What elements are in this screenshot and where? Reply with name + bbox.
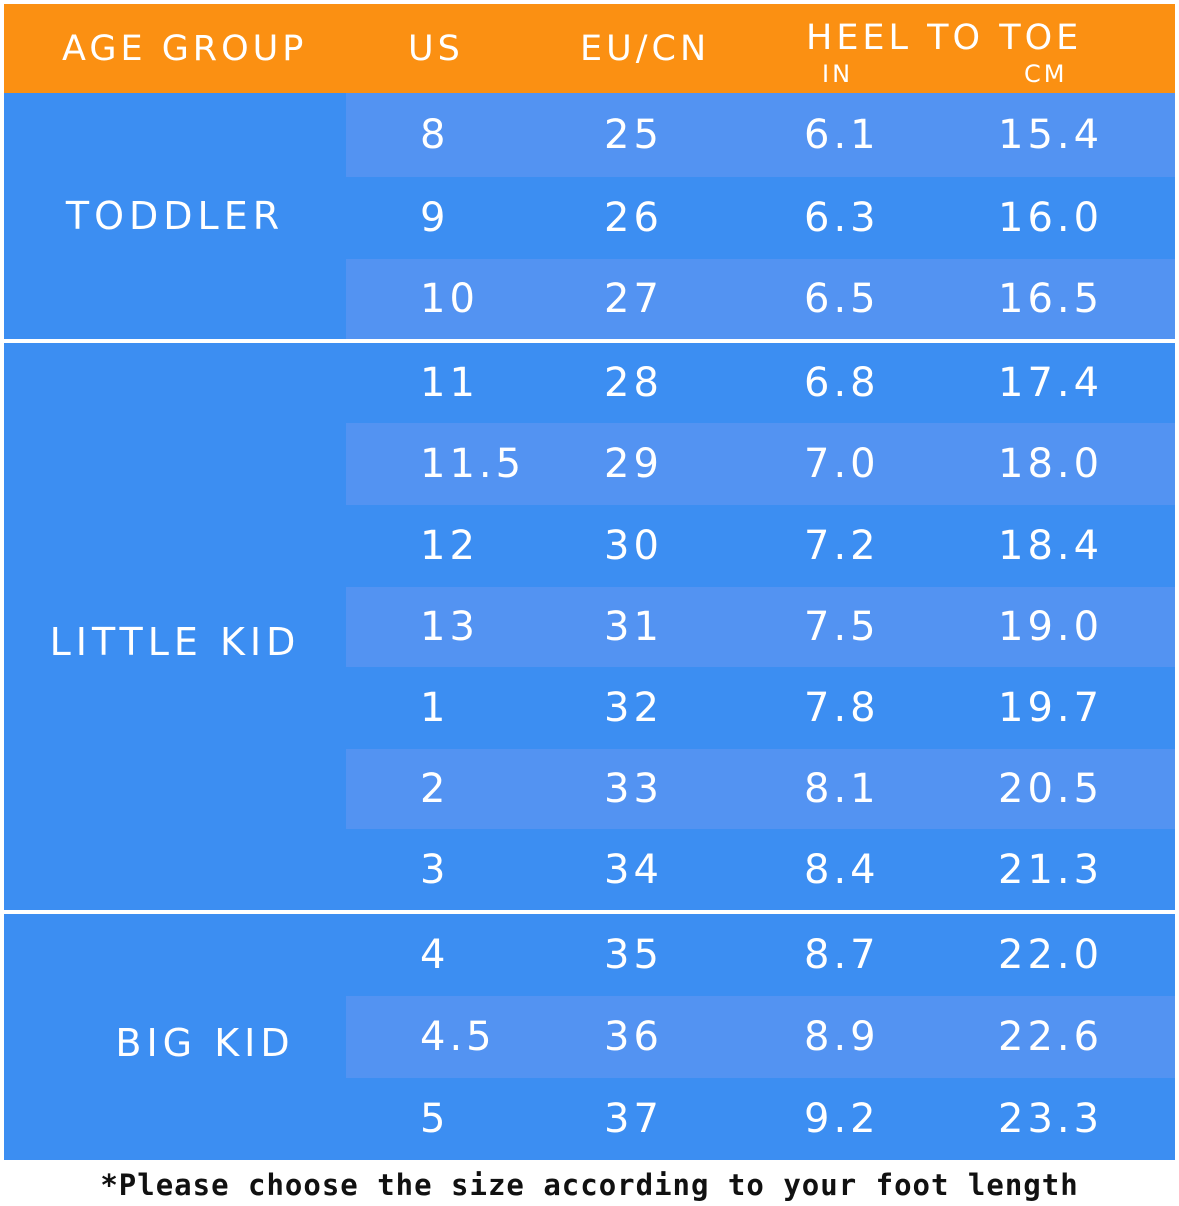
footnote: *Please choose the size according to you…: [100, 1168, 1079, 1202]
cell-eu: 31: [604, 604, 663, 650]
cell-cm: 15.4: [998, 112, 1104, 158]
cell-in: 7.8: [804, 685, 880, 731]
cell-us: 10: [420, 276, 479, 322]
cell-cm: 20.5: [998, 766, 1104, 812]
cell-in: 8.7: [804, 932, 880, 978]
cell-eu: 26: [604, 195, 663, 241]
cell-in: 8.9: [804, 1014, 880, 1060]
cell-us: 3: [420, 846, 450, 893]
cell-in: 6.1: [804, 112, 880, 158]
cell-eu: 25: [604, 112, 663, 158]
header-cm: CM: [1024, 60, 1068, 88]
table-row: 3 34 8.4 21.3: [346, 829, 1175, 910]
group-label: TODDLER: [65, 194, 285, 238]
table-row: 11 28 6.8 17.4: [346, 343, 1175, 423]
cell-in: 6.8: [804, 360, 880, 406]
cell-in: 6.5: [804, 276, 880, 322]
header-us: US: [408, 28, 464, 69]
group-divider: [4, 339, 1175, 343]
table-row: 4.5 36 8.9 22.6: [346, 996, 1175, 1078]
cell-cm: 21.3: [998, 846, 1104, 893]
table-header: AGE GROUP US EU/CN HEEL TO TOE IN CM: [4, 4, 1175, 93]
cell-in: 8.4: [804, 846, 880, 893]
cell-us: 11: [420, 360, 479, 406]
cell-eu: 36: [604, 1014, 663, 1060]
cell-cm: 17.4: [998, 360, 1104, 406]
cell-in: 8.1: [804, 766, 880, 812]
cell-us: 13: [420, 604, 479, 650]
group-big-kid: BIG KID 4 35 8.7 22.0 4.5 36 8.9 22.6 5 …: [4, 914, 1175, 1160]
cell-cm: 18.4: [998, 523, 1104, 569]
cell-eu: 29: [604, 441, 663, 487]
group-toddler: TODDLER 8 25 6.1 15.4 9 26 6.3 16.0 10 2…: [4, 93, 1175, 339]
cell-eu: 28: [604, 360, 663, 406]
table-row: 2 33 8.1 20.5: [346, 749, 1175, 829]
table-row: 1 32 7.8 19.7: [346, 667, 1175, 749]
table-row: 13 31 7.5 19.0: [346, 587, 1175, 667]
header-in: IN: [822, 60, 854, 88]
cell-eu: 37: [604, 1096, 663, 1142]
cell-us: 9: [420, 195, 450, 241]
group-label: LITTLE KID: [49, 620, 301, 664]
cell-cm: 22.6: [998, 1014, 1104, 1060]
cell-in: 7.0: [804, 441, 880, 487]
cell-cm: 16.5: [998, 276, 1104, 322]
cell-eu: 35: [604, 932, 663, 978]
cell-us: 12: [420, 523, 479, 569]
cell-in: 7.5: [804, 604, 880, 650]
cell-cm: 22.0: [998, 932, 1104, 978]
table-row: 8 25 6.1 15.4: [346, 93, 1175, 177]
table-row: 9 26 6.3 16.0: [346, 177, 1175, 259]
cell-us: 4.5: [420, 1014, 496, 1060]
group-little-kid: LITTLE KID 11 28 6.8 17.4 11.5 29 7.0 18…: [4, 343, 1175, 910]
cell-us: 5: [420, 1096, 450, 1142]
cell-us: 2: [420, 766, 450, 812]
cell-cm: 23.3: [998, 1096, 1104, 1142]
cell-cm: 19.7: [998, 685, 1104, 731]
table-row: 11.5 29 7.0 18.0: [346, 423, 1175, 505]
table-row: 5 37 9.2 23.3: [346, 1078, 1175, 1160]
header-heel-to-toe: HEEL TO TOE: [806, 18, 1083, 58]
cell-eu: 33: [604, 766, 663, 812]
cell-cm: 18.0: [998, 441, 1104, 487]
cell-us: 4: [420, 932, 450, 978]
table-row: 10 27 6.5 16.5: [346, 259, 1175, 339]
cell-eu: 30: [604, 523, 663, 569]
cell-us: 8: [420, 112, 450, 158]
table-row: 12 30 7.2 18.4: [346, 505, 1175, 587]
header-age-group: AGE GROUP: [62, 28, 308, 69]
cell-eu: 27: [604, 276, 663, 322]
cell-cm: 19.0: [998, 604, 1104, 650]
cell-eu: 32: [604, 685, 663, 731]
header-eu-cn: EU/CN: [580, 28, 711, 69]
cell-us: 11.5: [420, 441, 526, 487]
cell-eu: 34: [604, 846, 663, 893]
cell-in: 9.2: [804, 1096, 880, 1142]
table-row: 4 35 8.7 22.0: [346, 914, 1175, 996]
cell-in: 7.2: [804, 523, 880, 569]
group-divider: [4, 910, 1175, 914]
cell-cm: 16.0: [998, 195, 1104, 241]
group-label: BIG KID: [115, 1021, 295, 1065]
cell-in: 6.3: [804, 195, 880, 241]
cell-us: 1: [420, 685, 450, 731]
